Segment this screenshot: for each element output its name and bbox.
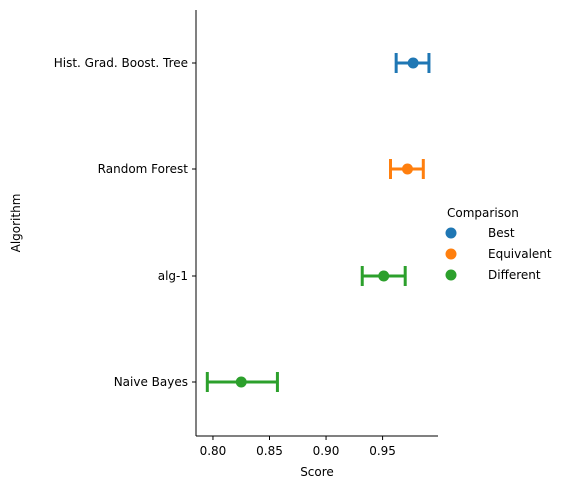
x-ticks: 0.80 0.85 0.90 0.95	[200, 436, 396, 458]
y-tick-label: alg-1	[158, 269, 188, 283]
mean-point	[401, 163, 413, 175]
legend-marker	[445, 248, 457, 260]
point-group	[389, 159, 425, 179]
y-tick-label: Random Forest	[98, 162, 189, 176]
legend-label: Different	[488, 268, 541, 282]
mean-point	[235, 376, 247, 388]
plot-area	[205, 53, 431, 392]
legend-label: Equivalent	[488, 247, 552, 261]
legend-title: Comparison	[447, 206, 519, 220]
y-tick-label: Hist. Grad. Boost. Tree	[54, 56, 188, 70]
x-tick-label: 0.80	[200, 444, 227, 458]
point-group	[205, 372, 279, 392]
point-group	[394, 53, 431, 73]
legend: Comparison Best Equivalent Different	[445, 206, 552, 282]
x-tick-label: 0.85	[256, 444, 283, 458]
y-ticks: Hist. Grad. Boost. Tree Random Forest alg-…	[54, 56, 196, 389]
mean-point	[407, 57, 419, 69]
x-tick-label: 0.90	[313, 444, 340, 458]
x-tick-label: 0.95	[369, 444, 396, 458]
point-group	[360, 266, 407, 286]
legend-label: Best	[488, 226, 515, 240]
legend-marker	[445, 269, 457, 281]
y-tick-label: Naive Bayes	[114, 375, 188, 389]
x-axis-label: Score	[300, 465, 334, 479]
mean-point	[378, 270, 390, 282]
legend-marker	[445, 227, 457, 239]
y-axis-label: Algorithm	[9, 194, 23, 253]
